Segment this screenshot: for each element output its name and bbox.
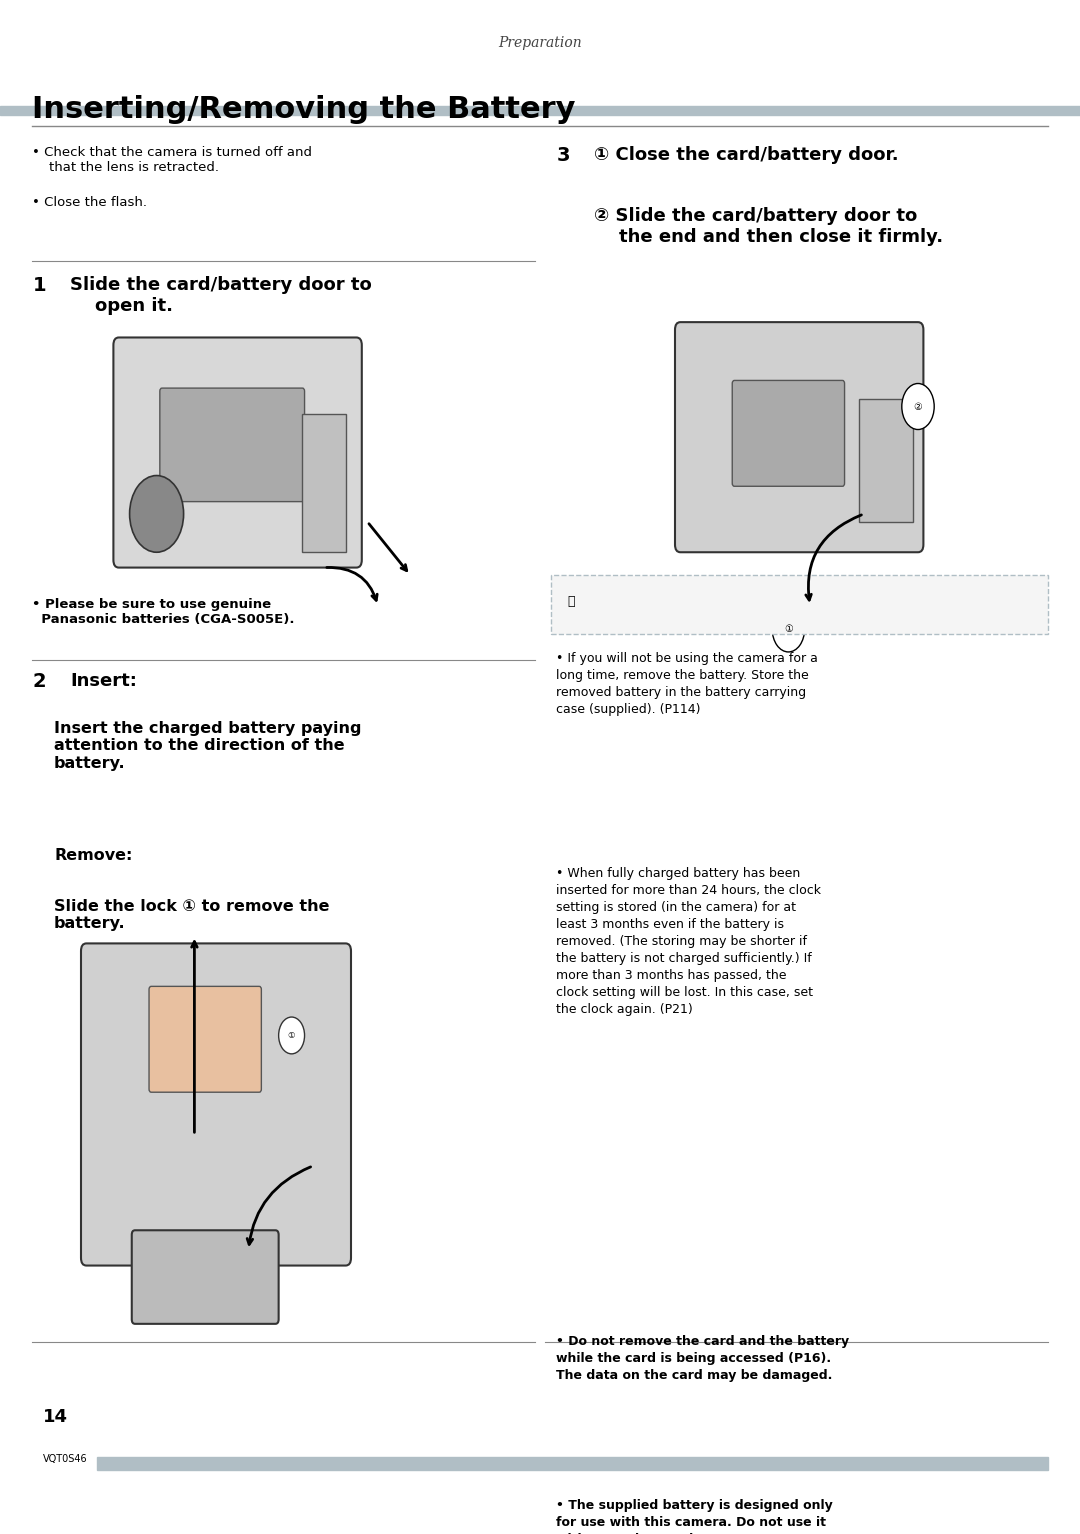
- Text: Slide the card/battery door to
    open it.: Slide the card/battery door to open it.: [70, 276, 372, 314]
- Text: ②: ②: [914, 402, 922, 411]
- Text: Slide the lock ① to remove the
battery.: Slide the lock ① to remove the battery.: [54, 899, 329, 931]
- Text: • Please be sure to use genuine
  Panasonic batteries (CGA-S005E).: • Please be sure to use genuine Panasoni…: [32, 598, 295, 626]
- Circle shape: [772, 606, 805, 652]
- Bar: [0, 106, 1080, 115]
- Text: Inserting/Removing the Battery: Inserting/Removing the Battery: [32, 95, 576, 124]
- FancyBboxPatch shape: [113, 337, 362, 568]
- Text: 📋: 📋: [567, 595, 575, 607]
- Text: Insert the charged battery paying
attention to the direction of the
battery.: Insert the charged battery paying attent…: [54, 721, 362, 770]
- Text: • Do not remove the card and the battery
while the card is being accessed (P16).: • Do not remove the card and the battery…: [556, 1335, 849, 1382]
- Bar: [302, 414, 346, 552]
- FancyBboxPatch shape: [81, 943, 351, 1266]
- Text: Remove:: Remove:: [54, 848, 133, 864]
- FancyBboxPatch shape: [675, 322, 923, 552]
- Text: 14: 14: [43, 1408, 68, 1427]
- Text: 2: 2: [32, 672, 46, 690]
- FancyBboxPatch shape: [149, 986, 261, 1092]
- Text: Preparation: Preparation: [498, 35, 582, 51]
- Text: • Check that the camera is turned off and
    that the lens is retracted.: • Check that the camera is turned off an…: [32, 146, 312, 173]
- Circle shape: [279, 1017, 305, 1054]
- FancyBboxPatch shape: [132, 1230, 279, 1324]
- Text: Insert:: Insert:: [70, 672, 137, 690]
- Text: • Close the flash.: • Close the flash.: [32, 196, 147, 209]
- FancyBboxPatch shape: [732, 380, 845, 486]
- Text: VQT0S46: VQT0S46: [43, 1454, 87, 1465]
- Text: ② Slide the card/battery door to
    the end and then close it firmly.: ② Slide the card/battery door to the end…: [594, 207, 943, 245]
- Bar: [97, 1457, 1048, 1470]
- Text: • If you will not be using the camera for a
long time, remove the battery. Store: • If you will not be using the camera fo…: [556, 652, 818, 716]
- Text: • When fully charged battery has been
inserted for more than 24 hours, the clock: • When fully charged battery has been in…: [556, 867, 821, 1016]
- Circle shape: [902, 384, 934, 430]
- Text: • The supplied battery is designed only
for use with this camera. Do not use it
: • The supplied battery is designed only …: [556, 1499, 833, 1534]
- FancyBboxPatch shape: [551, 575, 1048, 634]
- Bar: [859, 399, 913, 522]
- Text: ① Close the card/battery door.: ① Close the card/battery door.: [594, 146, 899, 164]
- Circle shape: [130, 476, 184, 552]
- FancyBboxPatch shape: [160, 388, 305, 502]
- Text: ①: ①: [288, 1031, 295, 1040]
- Text: 3: 3: [556, 146, 570, 164]
- Text: 1: 1: [32, 276, 46, 295]
- Text: ①: ①: [784, 624, 793, 634]
